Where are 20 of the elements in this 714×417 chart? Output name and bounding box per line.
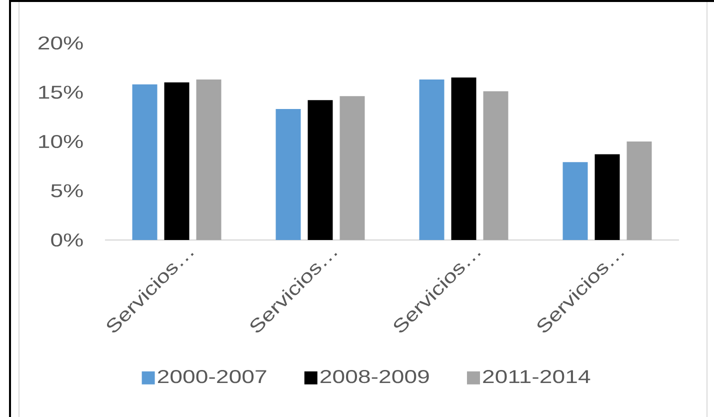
bar: [132, 84, 158, 240]
y-tick-label: 10%: [39, 134, 83, 148]
bar: [196, 79, 222, 240]
bar: [626, 141, 652, 240]
bar: [164, 82, 190, 240]
legend-label: 2008-2009: [320, 370, 429, 384]
y-tick-label: 15%: [39, 86, 83, 99]
bar: [562, 162, 588, 240]
bar: [340, 96, 365, 240]
bar: [276, 108, 301, 240]
bar: [594, 154, 620, 240]
bar: [308, 100, 333, 240]
y-tick-label: 0%: [51, 233, 83, 247]
bar: [419, 79, 444, 240]
legend-label: 2011-2014: [483, 370, 590, 384]
legend-label: 2000-2007: [158, 370, 266, 384]
y-tick-label: 5%: [51, 184, 83, 198]
bar: [451, 77, 476, 240]
bar: [483, 91, 508, 240]
y-tick-label: 20%: [38, 36, 83, 50]
